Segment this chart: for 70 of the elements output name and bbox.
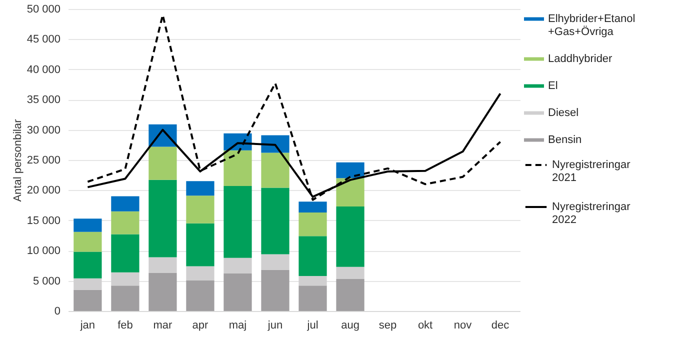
y-tick-label: 45 000: [26, 34, 60, 46]
bar: [186, 196, 214, 224]
bar: [148, 272, 177, 311]
y-tick-label: 25 000: [26, 154, 60, 166]
bar: [111, 234, 140, 272]
x-tick-label: sep: [378, 320, 397, 332]
bar: [224, 150, 252, 186]
bar: [261, 254, 290, 270]
y-tick-label: 35 000: [26, 94, 60, 106]
bar: [261, 135, 290, 153]
bar: [261, 188, 290, 254]
y-tick-label: 10 000: [26, 245, 60, 258]
bar: [148, 180, 177, 258]
y-tick-label: 30 000: [26, 124, 60, 136]
bar: [224, 258, 252, 274]
bar: [336, 278, 364, 311]
y-tick-label: 40 000: [26, 64, 60, 76]
y-tick-label: 50 000: [26, 4, 60, 16]
bar: [261, 152, 290, 188]
x-tick-label: apr: [192, 320, 209, 332]
x-tick-label: jul: [306, 320, 318, 332]
bar: [74, 232, 102, 252]
y-tick-label: 0: [54, 306, 60, 318]
bar: [298, 276, 327, 286]
bar: [148, 257, 177, 273]
x-tick-label: aug: [341, 320, 360, 332]
bar: [186, 181, 214, 196]
x-tick-label: okt: [418, 320, 433, 332]
legend-label: Nyregistreringar 2021: [552, 159, 631, 184]
line-series: [86, 14, 502, 201]
x-tick-label: jan: [79, 320, 96, 332]
bar: [186, 223, 214, 266]
y-tick-label: 20 000: [26, 184, 60, 197]
legend-label: Laddhybrider: [548, 53, 613, 65]
bar: [74, 290, 102, 311]
x-tick-label: maj: [228, 320, 247, 332]
legend-label: Elhybrider+Etanol+Gas+Övriga: [548, 13, 636, 38]
bar: [336, 266, 364, 279]
x-tick-label: jun: [266, 320, 283, 332]
bar: [74, 278, 102, 290]
y-tick-label: 5 000: [32, 275, 60, 288]
bar: [111, 196, 140, 212]
bar: [224, 274, 252, 311]
bar: [111, 272, 140, 286]
legend-label: Bensin: [548, 134, 582, 146]
bar: [298, 236, 327, 276]
legend-label: Nyregistreringar 2022: [552, 201, 631, 226]
x-tick-label: feb: [118, 320, 133, 332]
bar: [186, 266, 214, 280]
y-axis-title: Antal personbilar: [12, 118, 24, 202]
bar: [298, 212, 327, 236]
bar: [186, 280, 214, 311]
bar: [336, 162, 364, 178]
bar: [336, 206, 364, 267]
x-tick-label: nov: [454, 320, 472, 332]
bar: [111, 211, 140, 234]
bar: [298, 286, 327, 311]
bar: [74, 252, 102, 278]
bar: [261, 270, 290, 311]
bar: [148, 146, 177, 180]
x-tick-label: mar: [153, 320, 173, 332]
y-tick-label: 15 000: [26, 214, 60, 227]
bar: [336, 178, 364, 207]
legend-label: El: [548, 80, 558, 92]
x-tick-label: dec: [491, 320, 510, 332]
bar: [224, 186, 252, 258]
bar: [298, 202, 327, 213]
legend-label: Diesel: [548, 107, 579, 119]
bar: [74, 218, 102, 232]
bar: [111, 286, 140, 311]
